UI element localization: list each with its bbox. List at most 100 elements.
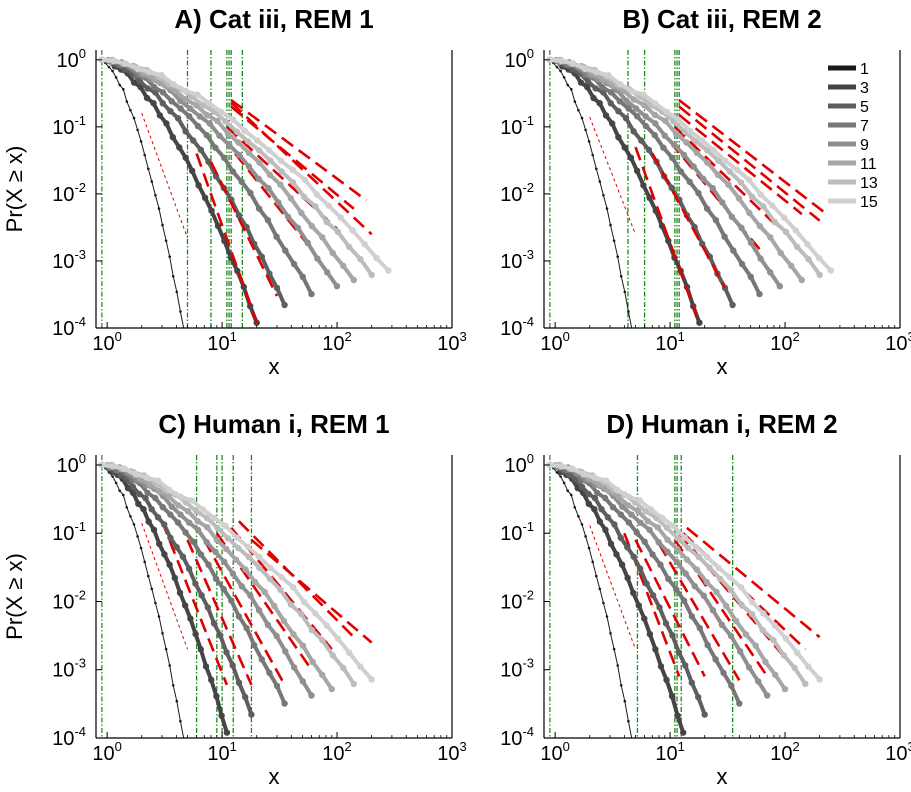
series-15-point bbox=[177, 493, 184, 500]
panel-title: B) Cat iii, REM 2 bbox=[622, 4, 821, 34]
chart-panel: B) Cat iii, REM 210010110210310010-110-2… bbox=[500, 4, 911, 379]
tick-exponent: -4 bbox=[522, 724, 534, 739]
series-1-point bbox=[114, 481, 118, 485]
series-11-point bbox=[672, 130, 680, 137]
series-5-point bbox=[235, 212, 243, 219]
y-tick-label: 10-3 bbox=[500, 656, 534, 682]
series-3-point bbox=[577, 79, 585, 86]
series-1-point bbox=[118, 83, 121, 87]
series-7-point bbox=[680, 597, 688, 604]
tick-exponent: -3 bbox=[522, 247, 534, 262]
series-3-point bbox=[202, 663, 210, 670]
series-9-point bbox=[690, 163, 697, 170]
series-15-point bbox=[267, 564, 274, 572]
series-15-point bbox=[704, 553, 711, 561]
series-11-point bbox=[299, 642, 307, 649]
series-7-point bbox=[616, 98, 623, 105]
series-11-point bbox=[693, 566, 701, 573]
series-1-point bbox=[627, 719, 630, 723]
tick-exponent: 3 bbox=[460, 329, 467, 344]
series-15-point bbox=[357, 663, 364, 670]
series-1-point bbox=[161, 223, 164, 227]
series-5-point bbox=[701, 711, 708, 718]
series-9-point bbox=[738, 224, 745, 231]
series-15-point bbox=[804, 241, 811, 248]
plot-area bbox=[98, 50, 392, 328]
tick-base: 10 bbox=[207, 333, 229, 355]
series-1-point bbox=[580, 523, 584, 526]
series-15-point bbox=[325, 202, 332, 209]
series-9-point bbox=[664, 548, 671, 555]
series-7-point bbox=[607, 89, 615, 96]
series-5-point bbox=[643, 580, 650, 587]
series-7-point bbox=[159, 89, 167, 96]
series-7-point bbox=[756, 290, 763, 298]
series-3-point bbox=[189, 167, 196, 174]
series-3-point bbox=[668, 693, 676, 700]
series-15-point bbox=[194, 91, 201, 98]
series-9-point bbox=[632, 105, 640, 112]
series-5-point bbox=[159, 100, 166, 107]
series-1-point bbox=[107, 65, 111, 69]
series-3-point bbox=[163, 120, 170, 127]
series-1-point bbox=[612, 647, 616, 651]
series-11-point bbox=[232, 556, 240, 563]
series-15-point bbox=[715, 564, 722, 572]
x-tick-label: 103 bbox=[885, 329, 911, 355]
tick-base: 10 bbox=[500, 523, 522, 545]
series-11-point bbox=[644, 518, 652, 525]
series-3-fit-line bbox=[195, 153, 258, 324]
series-11-point bbox=[723, 602, 730, 610]
series-1-point bbox=[143, 560, 146, 564]
series-1-point bbox=[634, 347, 637, 350]
tick-base: 10 bbox=[57, 455, 79, 477]
series-15-point bbox=[158, 72, 165, 79]
panel-title: C) Human i, REM 1 bbox=[158, 409, 389, 439]
series-7-point bbox=[669, 154, 676, 161]
tick-base: 10 bbox=[322, 743, 344, 765]
series-13-point bbox=[340, 664, 347, 672]
series-13-point bbox=[805, 255, 812, 263]
series-15-point bbox=[346, 649, 353, 656]
series-15-point bbox=[681, 534, 688, 541]
series-11-point bbox=[777, 249, 784, 257]
series-11-point bbox=[683, 139, 690, 146]
series-1-point bbox=[570, 88, 573, 91]
series-9-point bbox=[691, 583, 698, 590]
series-11-point bbox=[762, 658, 769, 665]
y-tick-label: 100 bbox=[57, 451, 86, 477]
series-1-point bbox=[150, 180, 154, 183]
tick-base: 10 bbox=[52, 728, 74, 750]
series-13-point bbox=[193, 508, 200, 515]
series-1-point bbox=[143, 153, 146, 157]
series-7-point bbox=[273, 682, 281, 690]
y-tick-label: 10-1 bbox=[500, 519, 534, 545]
series-15-point bbox=[134, 65, 141, 73]
series-13-point bbox=[298, 611, 305, 618]
y-tick-label: 100 bbox=[57, 46, 86, 72]
series-3-point bbox=[621, 144, 628, 151]
series-13-point bbox=[759, 626, 766, 634]
series-9-point bbox=[709, 607, 717, 614]
series-7-point bbox=[282, 247, 289, 254]
series-5-fit-line bbox=[651, 152, 727, 289]
series-7-point bbox=[264, 216, 272, 224]
series-3-point bbox=[640, 182, 647, 189]
series-11-point bbox=[615, 493, 622, 500]
series-11-point bbox=[798, 276, 805, 284]
series-15-point bbox=[569, 465, 576, 472]
series-5-point bbox=[174, 115, 182, 122]
series-15-point bbox=[301, 176, 309, 183]
series-11-point bbox=[683, 556, 691, 563]
series-11-point bbox=[704, 159, 711, 166]
tick-exponent: 2 bbox=[793, 739, 800, 754]
series-5-point bbox=[675, 649, 683, 656]
series-7-point bbox=[609, 504, 617, 511]
series-7-point bbox=[266, 669, 273, 677]
series-9-point bbox=[299, 678, 306, 685]
series-3-point bbox=[596, 518, 604, 525]
series-9-curve bbox=[101, 57, 339, 288]
series-1-point bbox=[136, 128, 139, 132]
series-5-point bbox=[688, 679, 695, 686]
series-15-point bbox=[170, 81, 177, 88]
